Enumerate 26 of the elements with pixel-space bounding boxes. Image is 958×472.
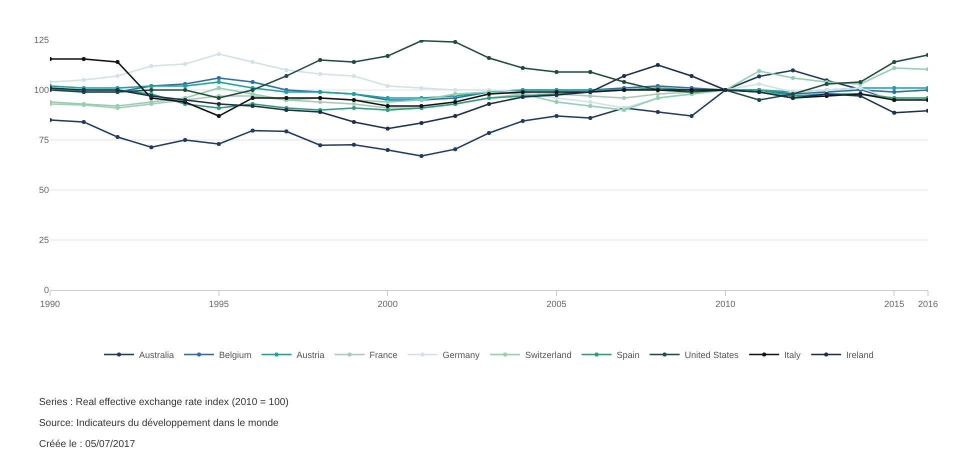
legend-label: Spain <box>616 350 640 360</box>
y-tick-label: 0 <box>44 285 49 296</box>
legend-label: Italy <box>784 350 802 360</box>
legend-label: Germany <box>442 350 480 360</box>
legend-label: Austria <box>296 350 325 360</box>
x-tick-label: 1995 <box>208 298 229 309</box>
legend-label: Australia <box>139 350 174 360</box>
legend-label: France <box>370 350 398 360</box>
y-tick-label: 125 <box>34 35 49 46</box>
legend-label: Switzerland <box>525 350 572 360</box>
x-tick-label: 2015 <box>884 298 904 309</box>
x-tick-label: 2000 <box>378 298 398 309</box>
x-tick-label: 2016 <box>918 298 938 309</box>
text: Series : Real effective exchange rate index (2010 = 100) <box>39 397 289 408</box>
y-tick-label: 25 <box>38 235 49 246</box>
x-tick-label: 2010 <box>715 298 736 309</box>
y-tick-label: 75 <box>38 135 49 146</box>
source-note: Source: Indicateurs du développement dans le monde <box>39 418 280 429</box>
y-tick-label: 50 <box>38 185 49 196</box>
legend-label: Belgium <box>219 350 252 360</box>
legend-label: Ireland <box>846 350 874 360</box>
x-tick-label: 2005 <box>546 298 567 309</box>
legend-label: United States <box>684 350 740 360</box>
y-tick-label: 100 <box>34 85 49 96</box>
x-tick-label: 1990 <box>40 298 60 309</box>
text: Créée le : 05/07/2017 <box>39 439 136 450</box>
